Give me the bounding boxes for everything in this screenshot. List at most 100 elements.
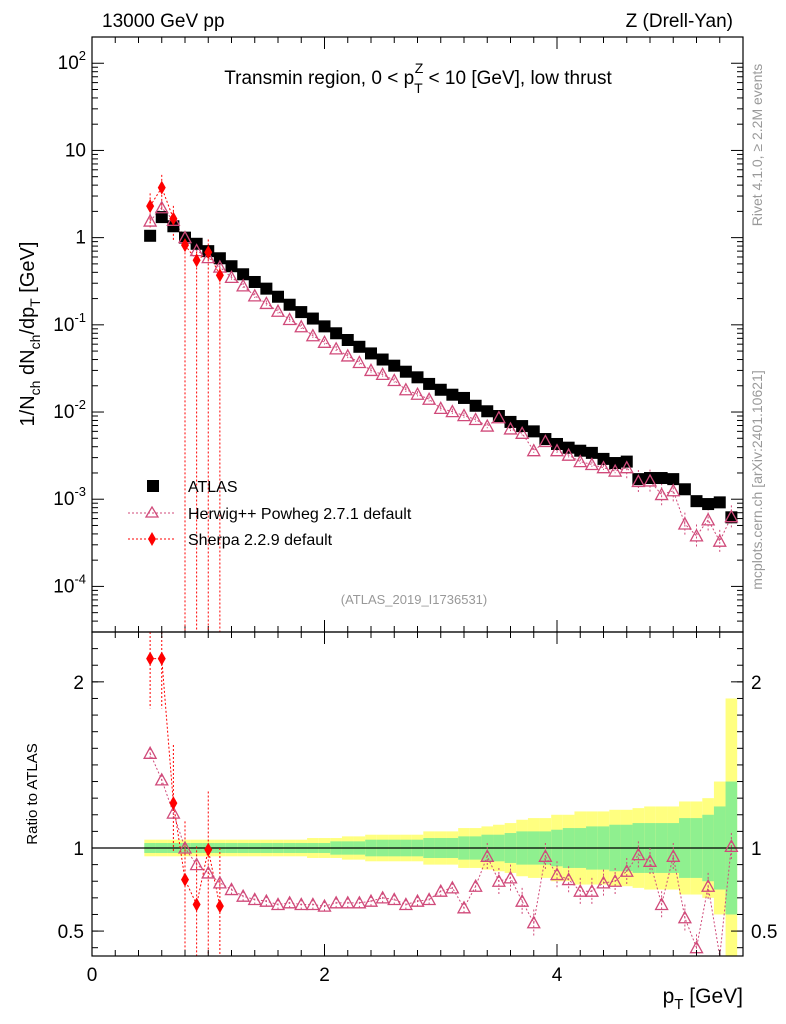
herwig-point	[608, 463, 623, 477]
ratio-y-tick-label: 0.5	[58, 922, 84, 943]
herwig-ratio-point	[677, 910, 692, 924]
herwig-point	[143, 213, 158, 227]
herwig-ratio-point	[247, 892, 262, 906]
herwig-point	[654, 487, 669, 501]
herwig-point	[375, 367, 390, 381]
header-right: Z (Drell-Yan)	[626, 11, 733, 32]
sherpa-point	[192, 253, 201, 268]
legend-label-sherpa: Sherpa 2.2.9 default	[188, 532, 333, 549]
atlas-point	[295, 306, 308, 319]
herwig-point	[526, 443, 541, 457]
herwig-ratio-point	[154, 772, 169, 786]
herwig-ratio-point	[445, 880, 460, 894]
atlas-point	[702, 498, 715, 511]
herwig-ratio-point	[259, 893, 274, 907]
herwig-point	[689, 528, 704, 542]
x-tick-label: 4	[552, 965, 563, 986]
herwig-point	[573, 454, 588, 468]
main-y-tick-label: 10	[65, 140, 86, 161]
atlas-point	[155, 211, 168, 224]
herwig-ratio-point	[701, 878, 716, 892]
sherpa-ratio-point	[192, 897, 201, 912]
atlas-point	[237, 268, 250, 281]
herwig-point	[642, 473, 658, 487]
atlas-point	[713, 496, 726, 509]
herwig-ratio-point	[561, 872, 576, 886]
atlas-point	[655, 472, 668, 485]
herwig-point	[631, 474, 646, 488]
sherpa-ratio-point	[146, 651, 155, 666]
sherpa-ratio-point	[204, 842, 213, 857]
herwig-point	[456, 408, 472, 422]
atlas-point	[562, 441, 575, 454]
herwig-line	[149, 207, 732, 543]
herwig-ratio-point	[596, 875, 611, 889]
herwig-ratio-point	[515, 893, 530, 907]
atlas-point	[388, 359, 401, 372]
atlas-point	[446, 388, 459, 401]
herwig-point	[154, 200, 169, 214]
herwig-point	[317, 334, 332, 348]
ratio-x-ticks: 0 2 4	[87, 632, 721, 986]
herwig-point	[329, 341, 344, 355]
atlas-point	[458, 391, 470, 404]
atlas-point	[283, 298, 296, 311]
atlas-point	[330, 327, 343, 340]
herwig-ratio-point	[317, 898, 332, 912]
atlas-point	[469, 399, 482, 412]
herwig-ratio-point	[619, 863, 634, 877]
herwig-ratio-point	[631, 847, 646, 861]
herwig-ratio-point	[654, 897, 669, 911]
region-title: Transmin region, 0 < pTZ < 10 [GeV], low…	[224, 60, 612, 96]
herwig-ratio-point	[224, 882, 239, 896]
herwig-point	[584, 457, 599, 471]
herwig-point	[247, 288, 262, 302]
herwig-ratio-point	[433, 883, 448, 897]
atlas-point	[376, 353, 389, 366]
herwig-point	[294, 319, 309, 333]
herwig-point	[259, 296, 274, 310]
legend-label-herwig: Herwig++ Powheg 2.7.1 default	[188, 506, 412, 523]
herwig-point	[224, 270, 239, 284]
sherpa-point	[204, 245, 213, 260]
atlas-point	[213, 252, 226, 265]
herwig-point	[480, 418, 495, 432]
main-y-tick-label: 10-4	[53, 571, 86, 597]
herwig-ratio-point	[282, 895, 297, 909]
herwig-point	[515, 425, 530, 439]
atlas-point	[272, 290, 284, 303]
herwig-ratio-point	[305, 897, 320, 911]
ratio-y-tick-label-right: 2	[751, 673, 762, 694]
herwig-ratio-point	[236, 888, 251, 902]
herwig-ratio-point	[201, 865, 216, 879]
ratio-y-tick-label-right: 1	[751, 839, 762, 860]
atlas-point	[365, 347, 377, 360]
atlas-point	[574, 444, 587, 457]
herwig-point	[503, 421, 518, 435]
herwig-ratio-point	[573, 883, 588, 897]
atlas-point	[597, 452, 610, 465]
herwig-point	[352, 355, 367, 369]
sherpa-ratio-point	[157, 651, 166, 666]
main-y-axis-label: 1/Nch dNch/dpT [GeV]	[17, 242, 43, 427]
x-tick-label: 2	[319, 965, 330, 986]
herwig-ratio-point	[270, 897, 286, 911]
atlas-point	[423, 377, 436, 390]
herwig-point	[549, 443, 565, 457]
ratio-y-ticks: 0.5 0.5 1 1 2 2	[58, 648, 777, 949]
legend: ATLAS Herwig++ Powheg 2.7.1 default Sher…	[128, 479, 412, 549]
herwig-ratio-point	[480, 848, 495, 862]
herwig-ratio-point	[212, 875, 227, 889]
herwig-ratio-point	[422, 892, 437, 906]
atlas-point	[167, 220, 180, 233]
main-y-tick-label: 10-1	[53, 310, 86, 336]
herwig-ratio-point	[410, 893, 425, 907]
sherpa-point	[215, 268, 224, 283]
herwig-point	[712, 533, 727, 547]
x-tick-label: 0	[87, 965, 98, 986]
herwig-ratio-point	[177, 840, 193, 854]
atlas-point	[341, 333, 354, 346]
herwig-point	[387, 373, 402, 387]
herwig-ratio-point	[491, 873, 506, 887]
herwig-point	[677, 516, 692, 530]
